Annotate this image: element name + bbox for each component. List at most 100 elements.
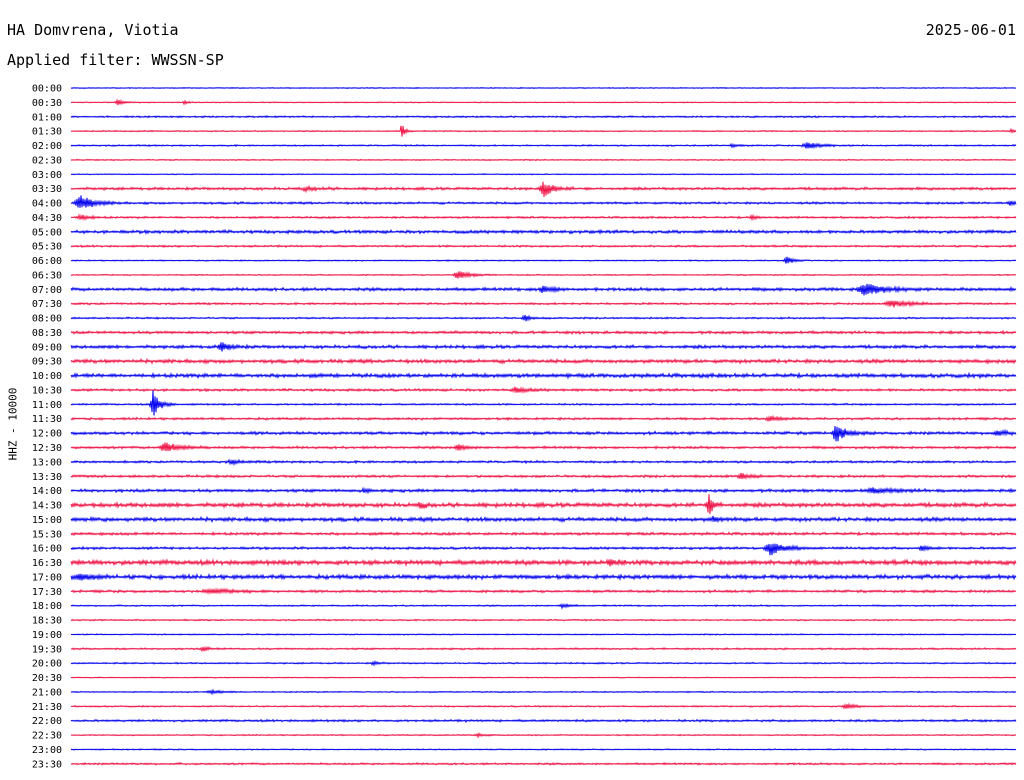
time-label: 05:00 (32, 227, 62, 238)
trace-line (70, 256, 1017, 264)
trace-line (70, 213, 1017, 222)
trace-line (70, 515, 1017, 524)
time-label: 18:30 (32, 616, 62, 627)
time-label: 00:30 (32, 98, 62, 109)
trace-line (70, 442, 1017, 452)
trace-line (70, 572, 1017, 581)
trace-line (70, 228, 1017, 235)
trace-line (70, 342, 1017, 352)
trace-line (70, 688, 1017, 696)
time-label: 06:00 (32, 256, 62, 267)
time-label: 16:30 (32, 558, 62, 569)
trace-line (70, 357, 1017, 365)
trace-line (70, 659, 1017, 667)
trace-line (70, 414, 1017, 423)
time-label: 16:00 (32, 544, 62, 555)
time-label: 22:30 (32, 731, 62, 742)
trace-line (70, 587, 1017, 595)
time-label: 01:00 (32, 112, 62, 123)
time-label: 15:30 (32, 529, 62, 540)
time-label: 20:30 (32, 673, 62, 684)
time-label: 05:30 (32, 242, 62, 253)
time-label: 14:00 (32, 486, 62, 497)
time-label: 07:30 (32, 299, 62, 310)
time-label: 13:00 (32, 457, 62, 468)
time-label: 17:30 (32, 587, 62, 598)
time-label: 09:00 (32, 342, 62, 353)
time-label: 04:00 (32, 199, 62, 210)
trace-line (70, 531, 1017, 537)
trace-line (70, 299, 1017, 308)
time-label: 19:00 (32, 630, 62, 641)
trace-line (70, 181, 1017, 198)
time-label: 17:00 (32, 572, 62, 583)
trace-line (70, 458, 1017, 467)
time-label: 21:30 (32, 702, 62, 713)
time-label: 23:00 (32, 745, 62, 756)
date-label: 2025-06-01 (925, 21, 1016, 39)
time-label: 10:30 (32, 385, 62, 396)
trace-line (70, 472, 1017, 481)
filter-label: Applied filter: WWSSN-SP (7, 51, 224, 69)
time-label: 14:30 (32, 501, 62, 512)
trace-line (70, 142, 1017, 150)
trace-line (70, 602, 1017, 610)
time-label: 10:00 (32, 371, 62, 382)
trace-line (70, 676, 1017, 679)
trace-line (70, 645, 1017, 653)
trace-line (70, 271, 1017, 279)
station-title: HA Domvrena, Viotia (7, 21, 179, 39)
time-label: 11:00 (32, 400, 62, 411)
trace-line (70, 718, 1017, 723)
time-label: 03:00 (32, 170, 62, 181)
time-label: 06:30 (32, 270, 62, 281)
time-label: 08:00 (32, 314, 62, 325)
trace-line (70, 125, 1017, 137)
trace-line (70, 633, 1017, 636)
trace-line (70, 86, 1017, 90)
time-label: 04:30 (32, 213, 62, 224)
trace-line (70, 283, 1017, 296)
trace-line (70, 158, 1017, 162)
trace-line (70, 543, 1017, 556)
time-label: 03:30 (32, 184, 62, 195)
trace-line (70, 761, 1017, 766)
trace-line (70, 114, 1017, 119)
time-label: 20:00 (32, 659, 62, 670)
trace-line (70, 558, 1017, 568)
trace-line (70, 732, 1017, 739)
trace-line (70, 314, 1017, 322)
time-label: 21:00 (32, 687, 62, 698)
time-label: 11:30 (32, 414, 62, 425)
time-label: 09:30 (32, 357, 62, 368)
trace-line (70, 173, 1017, 176)
time-label: 22:00 (32, 716, 62, 727)
trace-line (70, 486, 1017, 495)
trace-line (70, 390, 1017, 416)
time-label: 00:00 (32, 84, 62, 95)
time-label: 15:00 (32, 515, 62, 526)
trace-line (70, 195, 1017, 208)
time-label: 02:30 (32, 155, 62, 166)
trace-line (70, 386, 1017, 394)
trace-line (70, 494, 1017, 515)
trace-line (70, 426, 1017, 442)
trace-line (70, 98, 1017, 106)
trace-line (70, 244, 1017, 249)
time-label: 12:00 (32, 429, 62, 440)
trace-line (70, 702, 1017, 710)
time-label: 23:30 (32, 759, 62, 770)
time-label: 07:00 (32, 285, 62, 296)
trace-line (70, 618, 1017, 622)
time-label: 13:30 (32, 472, 62, 483)
time-label: 12:30 (32, 443, 62, 454)
trace-line (70, 371, 1017, 380)
time-label: 08:30 (32, 328, 62, 339)
time-label: 01:30 (32, 127, 62, 138)
time-label: 18:00 (32, 601, 62, 612)
time-label: 19:30 (32, 644, 62, 655)
trace-line (70, 329, 1017, 336)
trace-line (70, 748, 1017, 751)
time-label: 02:00 (32, 141, 62, 152)
